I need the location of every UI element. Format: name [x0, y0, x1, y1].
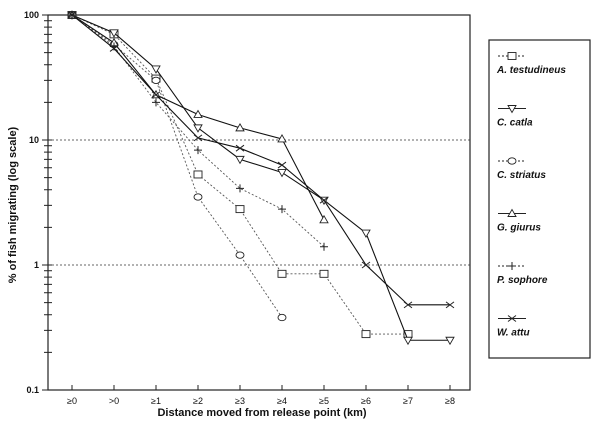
- legend-label: P. sophore: [497, 275, 548, 286]
- legend-item: G. giurus: [497, 208, 541, 234]
- data-point: [193, 170, 203, 179]
- x-tick-label: ≥3: [235, 396, 245, 406]
- data-point: [277, 134, 287, 143]
- legend-label: C. catla: [497, 118, 533, 129]
- legend-marker-icon: [507, 315, 517, 322]
- data-point: [320, 242, 328, 251]
- y-tick-label: 100: [24, 10, 39, 20]
- data-point: [193, 109, 203, 118]
- data-point: [319, 196, 329, 204]
- data-point: [152, 98, 160, 107]
- y-tick-label: 0.1: [26, 385, 39, 395]
- legend-marker-icon: [508, 262, 516, 270]
- data-point: [235, 205, 245, 214]
- legend-item: A. testudineus: [496, 52, 566, 76]
- x-tick-label: ≥2: [193, 396, 203, 406]
- data-point: [278, 205, 286, 214]
- series-line: [71, 14, 450, 341]
- legend-item: P. sophore: [497, 262, 548, 286]
- x-tick-label: ≥0: [67, 396, 77, 406]
- series-a-testudineus: [67, 11, 413, 339]
- legend-label: A. testudineus: [496, 65, 566, 76]
- data-point: [277, 169, 287, 178]
- data-point: [361, 229, 371, 238]
- legend-item: W. attu: [497, 315, 530, 339]
- data-point: [151, 76, 161, 85]
- y-axis-label: % of fish migrating (log scale): [7, 126, 19, 283]
- legend-marker-icon: [507, 52, 517, 60]
- legend-marker-icon: [507, 157, 517, 165]
- legend: A. testudineus C. catla C. striatus G. giur…: [488, 39, 591, 359]
- data-point: [403, 336, 413, 346]
- data-point: [194, 146, 202, 155]
- data-point: [235, 155, 245, 165]
- data-point: [193, 134, 203, 142]
- data-point: [277, 269, 287, 278]
- data-point: [151, 91, 161, 99]
- legend-box: [488, 39, 591, 359]
- legend-marker-icon: [507, 208, 517, 217]
- data-point: [193, 193, 203, 201]
- data-point: [277, 161, 287, 169]
- plot-frame: [47, 14, 471, 391]
- data-point: [109, 29, 119, 38]
- data-point: [277, 313, 287, 322]
- series-line: [71, 14, 283, 318]
- data-point: [319, 214, 329, 224]
- x-tick-label: ≥1: [151, 396, 161, 406]
- legend-label: G. giurus: [497, 223, 541, 234]
- data-point: [445, 336, 455, 346]
- data-point: [235, 144, 245, 152]
- data-point: [67, 11, 77, 19]
- legend-label: C. striatus: [497, 170, 546, 181]
- data-point: [193, 124, 203, 133]
- x-tick-label: ≥6: [361, 396, 371, 406]
- data-point: [151, 65, 161, 74]
- data-point: [403, 301, 413, 309]
- x-tick-label: ≥5: [319, 396, 329, 406]
- legend-item: C. catla: [497, 105, 533, 129]
- data-point: [235, 251, 245, 259]
- series-w-attu: [67, 11, 455, 309]
- x-tick-label: >0: [109, 396, 119, 406]
- x-tick-label: ≥7: [403, 396, 413, 406]
- data-point: [235, 122, 245, 132]
- legend-item: C. striatus: [497, 157, 546, 181]
- legend-marker-icon: [507, 105, 517, 114]
- data-point: [109, 45, 119, 52]
- data-point: [319, 269, 329, 278]
- data-point: [236, 184, 244, 193]
- x-tick-label: ≥4: [277, 396, 287, 406]
- series-c-striatus: [67, 11, 287, 322]
- y-tick-label: 1: [34, 260, 39, 270]
- y-tick-label: 10: [29, 135, 39, 145]
- data-point: [361, 261, 371, 269]
- data-point: [361, 330, 371, 339]
- legend-label: W. attu: [497, 328, 530, 339]
- data-point: [445, 301, 455, 309]
- x-tick-label: ≥8: [445, 396, 455, 406]
- series-line: [71, 14, 408, 335]
- x-axis-label: Distance moved from release point (km): [157, 407, 366, 419]
- series-line: [71, 14, 450, 306]
